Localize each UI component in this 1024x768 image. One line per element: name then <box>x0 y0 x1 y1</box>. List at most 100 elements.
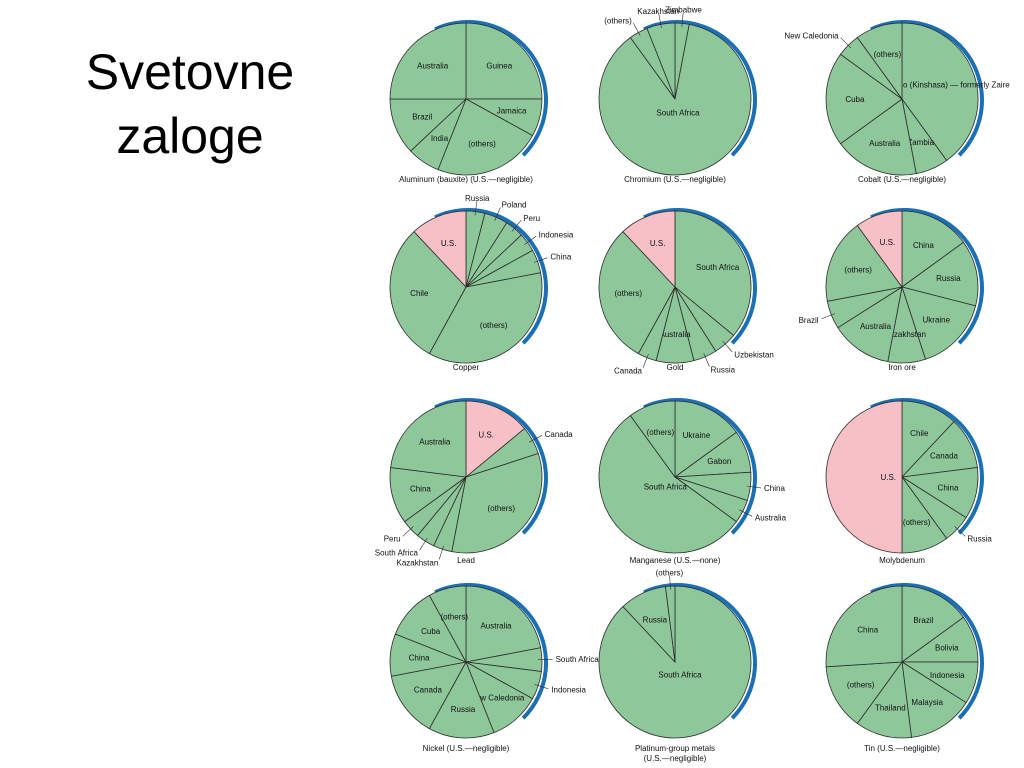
slice-label-south-africa: South Africa <box>556 655 600 664</box>
pie-slice-south-africa <box>598 23 752 176</box>
chart-caption: Aluminum (bauxite) (U.S.—negligible) <box>399 175 533 184</box>
pie-slice-u-s <box>856 210 903 289</box>
leader-line <box>534 684 549 690</box>
pie-slice-ukraine <box>674 400 738 478</box>
slice-label-guinea: Guinea <box>486 62 512 71</box>
slice-label-india: India <box>431 134 449 143</box>
slice-label-south-africa: South Africa <box>696 263 740 272</box>
slice-label-cuba: Cuba <box>421 627 441 636</box>
leader-line <box>533 257 548 263</box>
slice-label-others: (others) <box>480 321 508 330</box>
slice-label-indonesia: Indonesia <box>551 686 586 695</box>
chart-caption: Iron ore <box>888 363 916 372</box>
leader-line <box>642 353 649 368</box>
pie-slice-china <box>825 585 903 668</box>
pie-slice-australia <box>389 22 467 100</box>
pie-rim <box>870 208 984 345</box>
pie-rim <box>870 20 984 157</box>
leader-line <box>703 353 710 367</box>
chart-caption: Cobalt (U.S.—negligible) <box>858 175 946 184</box>
slice-label-brazil: Brazil <box>412 112 432 121</box>
leader-line <box>633 22 641 36</box>
slice-label-south-africa: South Africa <box>656 108 700 117</box>
pie-rim <box>434 398 548 535</box>
pie-slice-congo-kinshasa-formerly-zaire <box>901 22 979 162</box>
pie-rim <box>870 398 984 535</box>
slide-title-line-1: Svetovne <box>85 44 295 100</box>
leader-line <box>746 485 762 489</box>
pie-rim <box>870 583 984 720</box>
chart-caption: Lead <box>457 556 475 565</box>
slice-label-canada: Canada <box>930 452 959 461</box>
slice-label-congo-kinshasa-formerly-zaire: Congo (Kinshasa) — formerly Zaire <box>884 80 1010 89</box>
slice-label-russia: Russia <box>711 365 736 374</box>
pie-slice-south-africa <box>598 414 738 554</box>
slice-label-south-africa: South Africa <box>658 671 702 680</box>
pie-chart-4: Russia Poland Peru Indonesia China (others) Ch… <box>389 194 574 372</box>
slice-label-australia: Australia <box>480 622 512 631</box>
slide-title: Svetovne zaloge <box>40 40 340 168</box>
slice-label-others: (others) <box>468 139 496 148</box>
pie-slice-guinea <box>465 22 543 100</box>
slice-label-others: (others) <box>647 428 675 437</box>
leader-line <box>722 341 733 353</box>
leader-line <box>954 526 966 537</box>
slice-label-ukraine: Ukraine <box>683 431 711 440</box>
pie-rim <box>643 398 757 535</box>
slice-label-australia: Australia <box>869 139 901 148</box>
slice-label-others: (others) <box>441 612 469 621</box>
leader-line <box>474 200 478 216</box>
slice-label-canada: Canada <box>614 366 643 375</box>
slice-label-poland: Poland <box>502 201 527 210</box>
leader-line <box>739 509 753 517</box>
slice-label-china: China <box>857 626 878 635</box>
slice-label-ukraine: Ukraine <box>923 315 951 324</box>
slice-label-china: China <box>410 485 431 494</box>
pie-rim <box>643 20 757 157</box>
slice-label-others: (others) <box>847 681 875 690</box>
chart-caption: Platinum-group metals <box>635 744 715 753</box>
pie-slice-australia <box>465 585 542 663</box>
slice-label-chile: Chile <box>410 289 429 298</box>
pie-rim <box>434 20 548 157</box>
pie-slice-others <box>629 400 676 479</box>
pie-slice-others <box>428 585 467 663</box>
leader-line <box>669 575 671 590</box>
slice-label-zimbabwe: Zimbabwe <box>665 6 702 15</box>
slice-label-peru: Peru <box>384 534 401 543</box>
pie-rim <box>434 208 548 345</box>
slice-label-new-caledonia: New Caledonia <box>470 693 525 702</box>
leader-line <box>529 435 543 443</box>
pie-slice-russia <box>428 661 495 739</box>
pie-chart-11: South Africa Russia (others) Platinum-group… <box>598 569 757 763</box>
chart-caption: Nickel (U.S.—negligible) <box>423 744 510 753</box>
slice-label-u-s: U.S. <box>478 430 494 439</box>
slice-label-gabon: Gabon <box>707 457 731 466</box>
slice-label-russia: Russia <box>465 194 490 203</box>
pie-slice-others <box>825 661 903 725</box>
leader-line <box>524 235 537 245</box>
pie-chart-9: Chile Canada China Russia (others) U.S. Molybd… <box>825 398 992 565</box>
slice-label-brazil: Brazil <box>913 616 933 625</box>
slice-label-malaysia: Malaysia <box>911 698 943 707</box>
chart-caption: Copper <box>453 363 480 372</box>
leader-line <box>402 526 414 537</box>
leader-line <box>821 313 836 320</box>
slice-label-indonesia: Indonesia <box>539 230 574 239</box>
slice-label-others: (others) <box>656 569 684 578</box>
pie-chart-2: Zimbabwe South Africa (others) Kazakhstan Ch… <box>598 6 757 184</box>
pie-chart-3: Congo (Kinshasa) — formerly Zaire Zambia A… <box>784 20 1010 184</box>
slice-label-brazil: Brazil <box>799 316 819 325</box>
slice-label-uzbekistan: Uzbekistan <box>734 350 774 359</box>
slice-label-cuba: Cuba <box>845 95 865 104</box>
slice-label-u-s: U.S. <box>881 473 897 482</box>
slice-label-peru: Peru <box>523 214 540 223</box>
slice-label-russia: Russia <box>967 534 992 543</box>
chart-caption: Gold <box>667 363 684 372</box>
pie-slice-ukraine <box>901 286 977 360</box>
slice-label-russia: Russia <box>643 615 668 624</box>
pie-slice-others <box>825 224 903 302</box>
pie-slice-u-s <box>465 400 526 478</box>
